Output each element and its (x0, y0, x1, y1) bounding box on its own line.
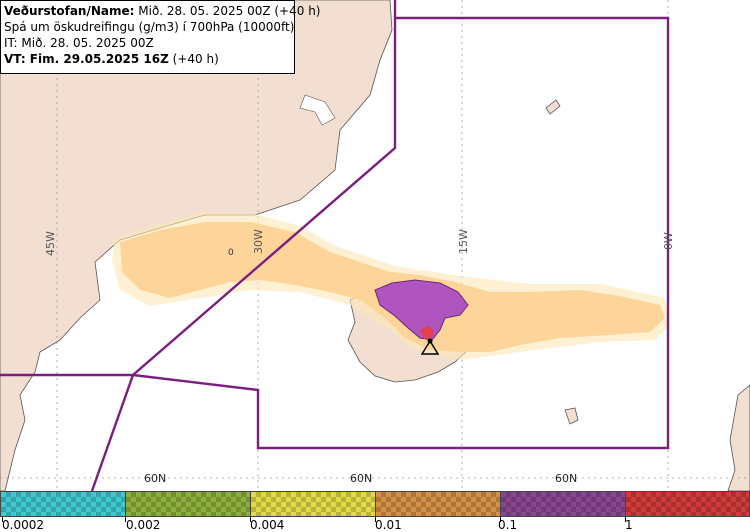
legend-tick (500, 517, 501, 522)
faroe-islands (564, 407, 579, 425)
legend-label-5: 1 (625, 518, 633, 532)
lat-label-1: 60N (144, 472, 166, 485)
lon-label-45w: 45W (44, 231, 57, 256)
greenland-landmass (0, 0, 393, 492)
legend-label-2: 0.004 (250, 518, 285, 532)
legend-tick (250, 517, 251, 522)
legend-label-4: 0.1 (498, 518, 518, 532)
jan-mayen-island (545, 99, 561, 115)
legend-swatch-orange (375, 491, 501, 517)
legend-tick (625, 517, 626, 522)
lat-label-2: 60N (350, 472, 372, 485)
legend-tick (125, 517, 126, 522)
product-line: Spá um öskudreifingu (g/m3) í 700hPa (10… (4, 20, 295, 34)
fir-boundary (0, 0, 670, 450)
volcano-dot (427, 338, 433, 344)
valid-offset: (+40 h) (172, 52, 219, 66)
legend-swatch-red (625, 491, 750, 517)
lon-label-15w: 15W (457, 229, 470, 254)
legend-swatch-green (125, 491, 251, 517)
legend-swatch-yellow (250, 491, 376, 517)
legend-tick (375, 517, 376, 522)
legend-tick (2, 517, 3, 522)
valid-label: VT: Fim. 29.05.2025 16Z (4, 52, 169, 66)
legend-swatch-cyan (0, 491, 126, 517)
norway-coast (727, 384, 750, 492)
volcano-marker[interactable] (420, 339, 440, 355)
greenland-fjord (299, 94, 336, 126)
legend-label-1: 0.002 (126, 518, 161, 532)
name-label: Veðurstofan/Name: (4, 4, 135, 18)
name-line: Veðurstofan/Name: Mið. 28. 05. 2025 00Z … (4, 3, 321, 19)
legend-label-3: 0.01 (375, 518, 402, 532)
lat-label-3: 60N (555, 472, 577, 485)
legend-label-0: 0.0002 (2, 518, 44, 532)
ash-plume-red (420, 326, 434, 339)
lon-label-30w: 30W (252, 229, 265, 254)
concentration-legend: 0.0002 0.002 0.004 0.01 0.1 1 (0, 491, 750, 532)
issue-time-line: IT: Mið. 28. 05. 2025 00Z (4, 36, 154, 50)
ash-plume-purple (374, 279, 469, 341)
forecast-info-panel: Veðurstofan/Name: Mið. 28. 05. 2025 00Z … (0, 0, 321, 74)
fir-boundary-diagonal (90, 18, 397, 492)
plume-marker-label: 0 (228, 248, 234, 258)
valid-time-line: VT: Fim. 29.05.2025 16Z (+40 h) (4, 51, 291, 67)
legend-swatch-purple (500, 491, 626, 517)
lon-label-0w: 0W (662, 232, 675, 250)
name-value: Mið. 28. 05. 2025 00Z (+40 h) (138, 4, 321, 18)
